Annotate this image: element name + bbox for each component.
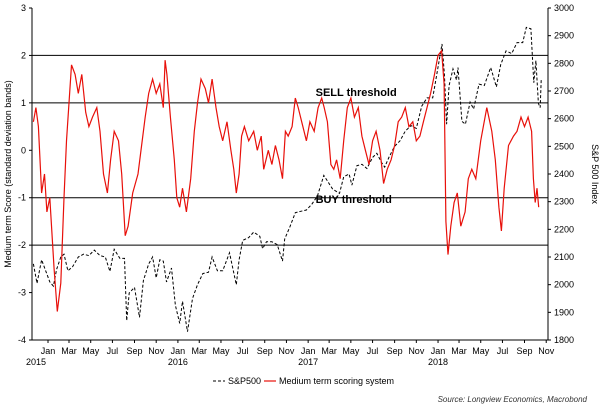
x-tick-label: Jul: [237, 346, 249, 356]
sp500-series-line: [32, 26, 542, 332]
right-tick-label: 2700: [554, 86, 574, 96]
left-tick-label: -1: [18, 193, 26, 203]
x-tick-label: May: [212, 346, 230, 356]
right-tick-label: 3000: [554, 3, 574, 13]
x-tick-label: Sep: [517, 346, 533, 356]
right-tick-label: 2100: [554, 252, 574, 262]
x-tick-label: Jan: [431, 346, 446, 356]
x-tick-label: Jan: [41, 346, 56, 356]
x-tick-label: Mar: [61, 346, 77, 356]
right-tick-label: 2900: [554, 31, 574, 41]
x-tick-label: Mar: [192, 346, 208, 356]
right-tick-label: 2800: [554, 58, 574, 68]
left-tick-label: 2: [21, 50, 26, 60]
x-tick-label: Mar: [451, 346, 467, 356]
right-axis-ticks: 3000 2900 2800 2700 2600 2500 2400 2300 2200 2100…: [548, 3, 574, 345]
left-tick-label: -2: [18, 240, 26, 250]
x-year-label: 2016: [168, 357, 188, 367]
x-tick-label: May: [342, 346, 360, 356]
legend-label-sp500: S&P500: [228, 376, 261, 386]
x-tick-label: Sep: [387, 346, 403, 356]
x-tick-label: Jul: [107, 346, 119, 356]
x-tick-label: Jul: [497, 346, 509, 356]
right-tick-label: 2400: [554, 169, 574, 179]
x-tick-label: Jan: [171, 346, 186, 356]
score-series-line: [32, 49, 540, 312]
threshold-lines: [32, 54, 548, 246]
x-tick-label: Jan: [301, 346, 316, 356]
x-axis-year-labels: 2015 2016 2017 2018: [26, 357, 448, 367]
x-year-label: 2017: [298, 357, 318, 367]
x-tick-label: May: [472, 346, 490, 356]
left-tick-label: -4: [18, 335, 26, 345]
right-tick-label: 2500: [554, 141, 574, 151]
left-tick-label: 0: [21, 145, 26, 155]
right-tick-label: 2300: [554, 197, 574, 207]
legend: S&P500 Medium term scoring system: [213, 376, 394, 386]
x-tick-label: Mar: [321, 346, 337, 356]
x-year-label: 2018: [428, 357, 448, 367]
left-tick-label: 3: [21, 3, 26, 13]
threshold-annotations: SELL threshold BUY threshold: [316, 87, 397, 206]
left-tick-label: -3: [18, 288, 26, 298]
right-axis-title: S&P 500 Index: [590, 144, 600, 204]
left-axis-title: Medium term Score (standard deviation ba…: [3, 80, 13, 268]
left-axis-ticks: 3 2 1 0 -1 -2 -3 -4: [18, 3, 32, 345]
threshold-annotation: SELL threshold: [316, 87, 397, 99]
x-tick-label: Nov: [148, 346, 165, 356]
x-tick-label: May: [82, 346, 100, 356]
x-axis-ticks: Jan Mar May Jul Sep Nov Jan Mar May Jul Sep Nov Jan M…: [41, 340, 555, 356]
x-tick-label: Sep: [126, 346, 142, 356]
x-tick-label: Nov: [538, 346, 555, 356]
x-tick-label: Nov: [278, 346, 295, 356]
source-note: Source: Longview Economics, Macrobond: [438, 395, 588, 404]
left-tick-label: 1: [21, 98, 26, 108]
x-tick-label: Sep: [257, 346, 273, 356]
right-tick-label: 2200: [554, 224, 574, 234]
right-tick-label: 2600: [554, 114, 574, 124]
threshold-annotation: BUY threshold: [316, 194, 392, 206]
legend-label-score: Medium term scoring system: [279, 376, 394, 386]
right-tick-label: 2000: [554, 280, 574, 290]
right-tick-label: 1900: [554, 307, 574, 317]
x-tick-label: Nov: [408, 346, 425, 356]
x-tick-label: Jul: [367, 346, 379, 356]
x-year-label: 2015: [26, 357, 46, 367]
right-tick-label: 1800: [554, 335, 574, 345]
